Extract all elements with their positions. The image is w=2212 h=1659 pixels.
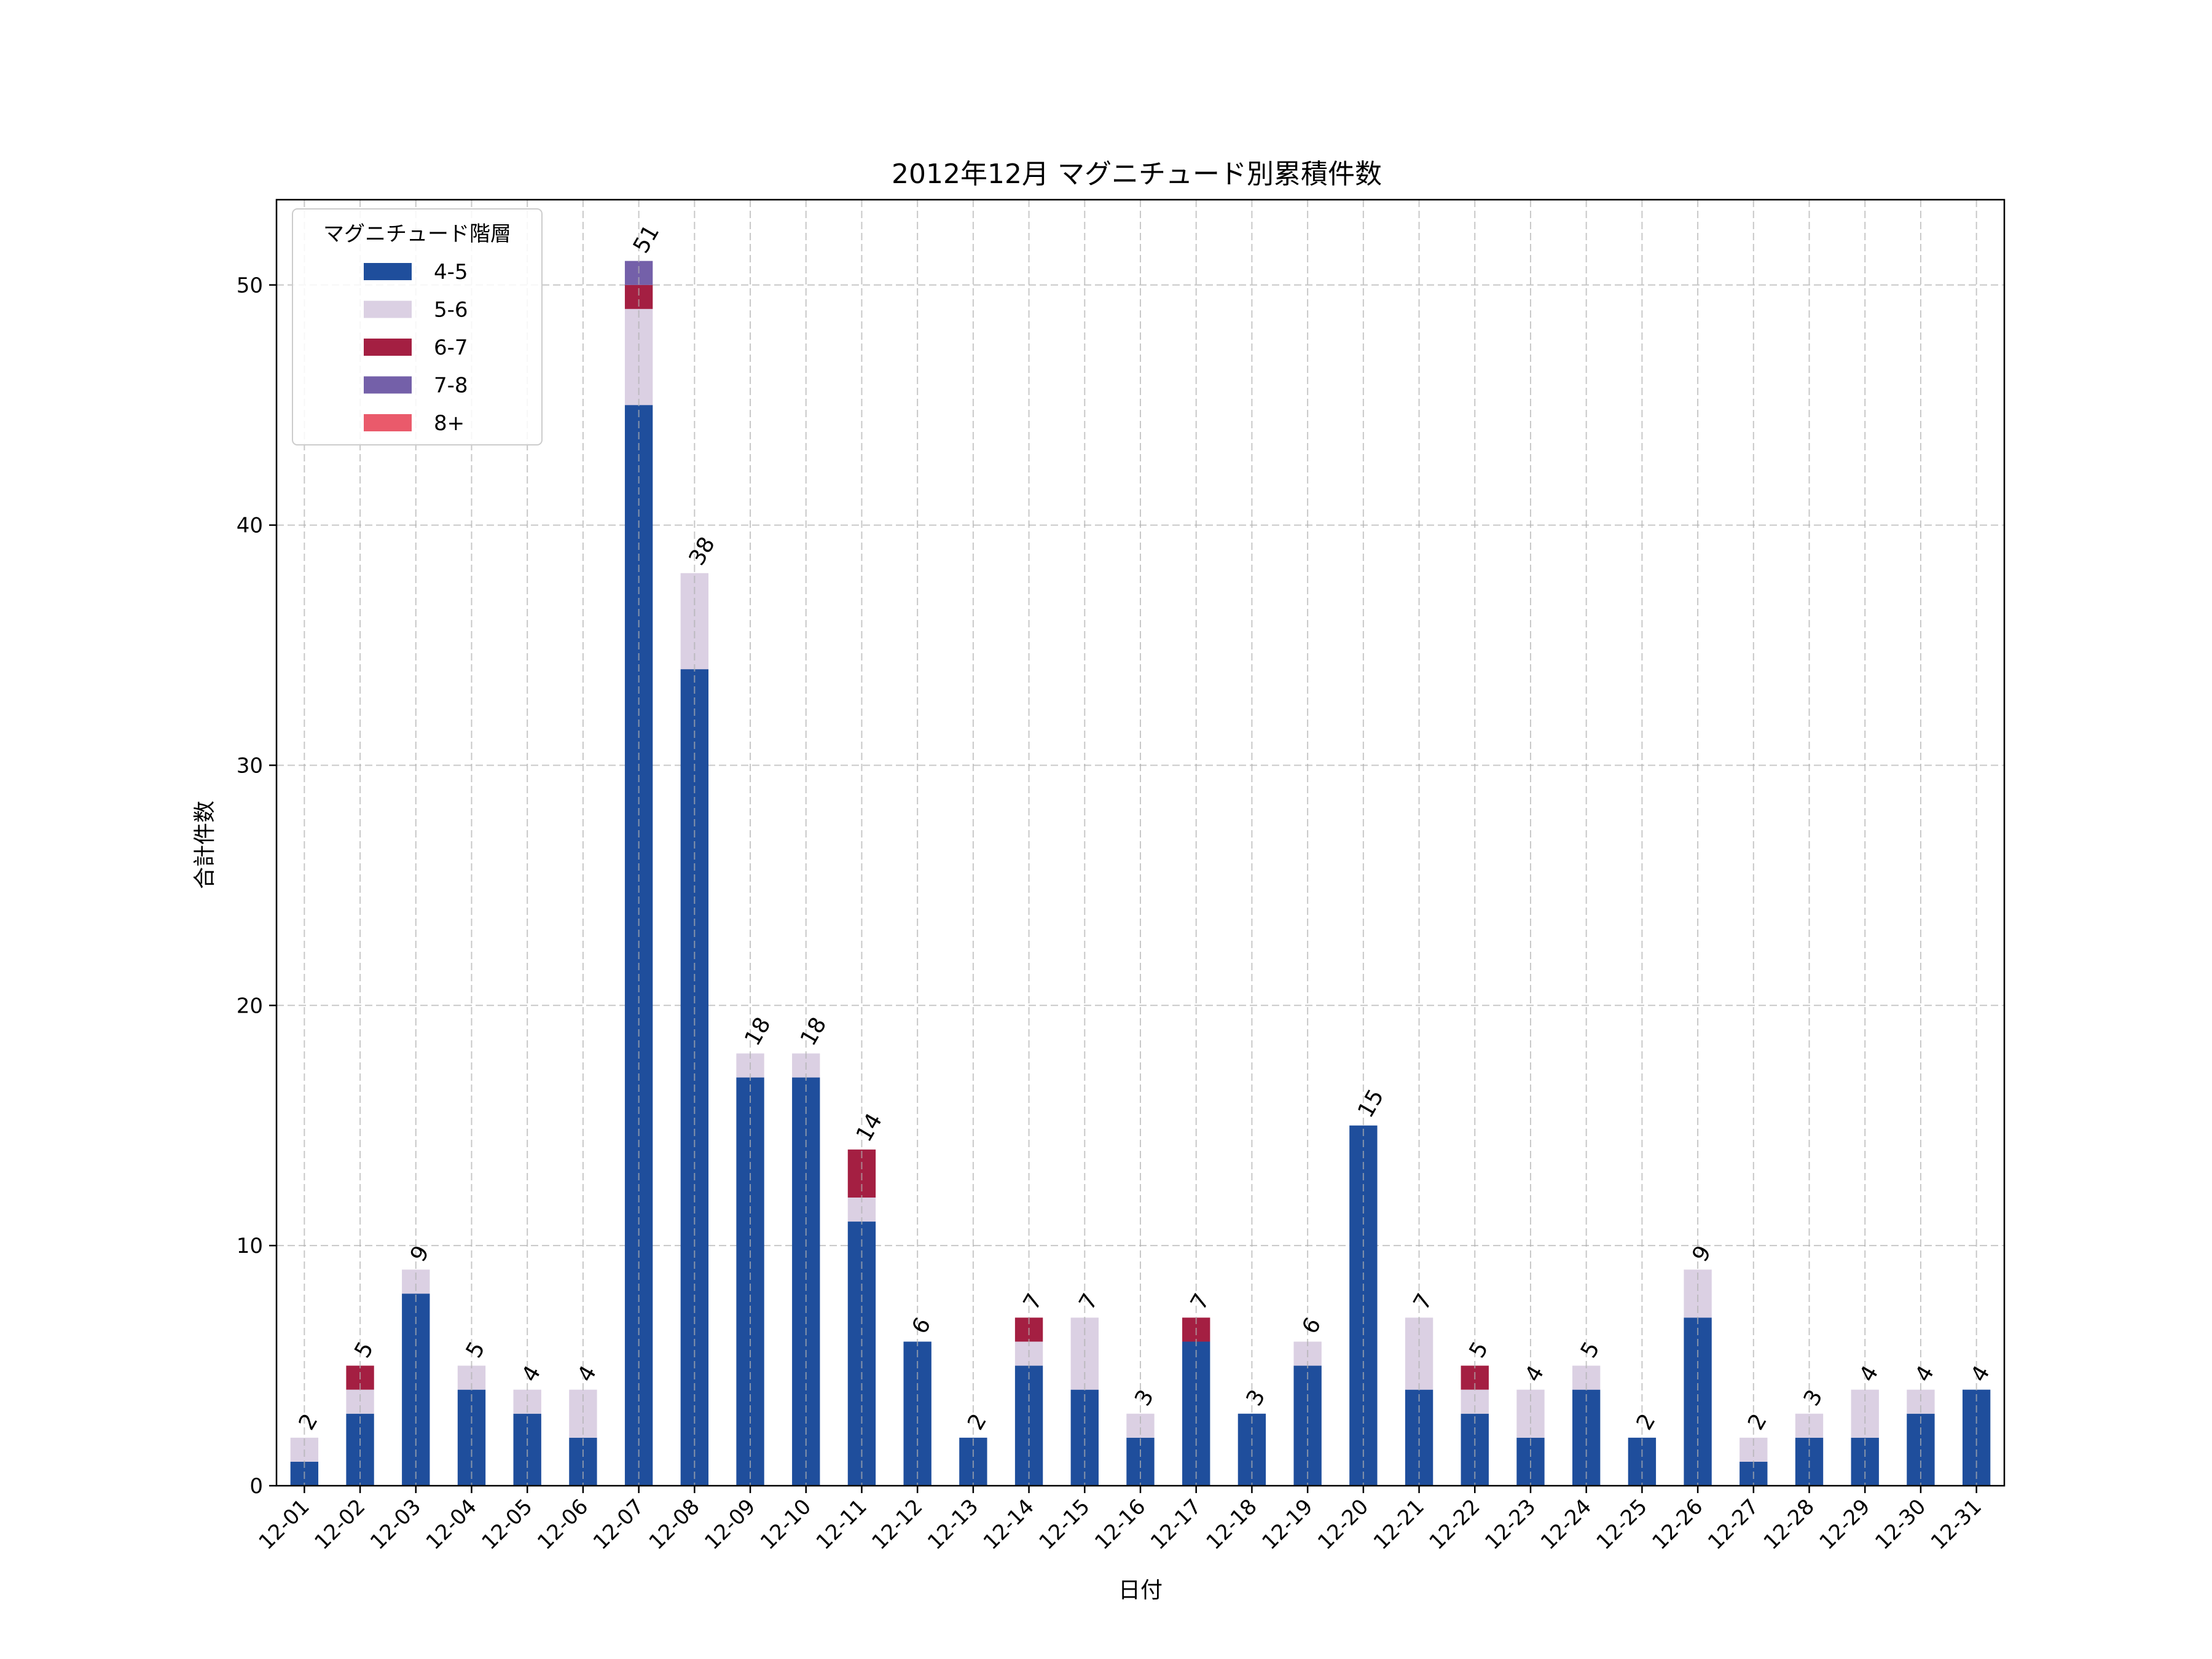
bar-segment-4-5: [1070, 1389, 1099, 1486]
y-tick-label: 20: [237, 994, 263, 1018]
legend-entries: 4-5 5-6 6-7 7-8 8+: [364, 260, 468, 436]
x-axis-title: 日付: [1118, 1578, 1163, 1603]
chart-title: 2012年12月 マグニチュード別累積件数: [892, 159, 1382, 190]
bar-segment-4-5: [1962, 1389, 1991, 1486]
legend-label-4-5: 4-5: [434, 260, 468, 284]
bar-segment-4-5: [1572, 1389, 1601, 1486]
y-axis: 0 10 20 30 40 50: [237, 273, 276, 1499]
legend-box: [292, 208, 543, 445]
legend-label-7-8: 7-8: [434, 374, 468, 398]
legend-swatch-5-6: [364, 300, 412, 318]
y-tick-label: 10: [237, 1234, 263, 1258]
legend-label-8+: 8+: [434, 411, 465, 436]
bar-segment-4-5: [736, 1077, 764, 1486]
legend: マグニチュード階層 4-5 5-6 6-7 7-8 8+: [292, 208, 543, 445]
y-tick-label: 50: [237, 273, 263, 298]
legend-swatch-4-5: [364, 263, 412, 280]
legend-label-6-7: 6-7: [434, 335, 468, 360]
y-tick-label: 0: [249, 1474, 263, 1499]
legend-label-5-6: 5-6: [434, 298, 468, 323]
y-tick-label: 40: [237, 514, 263, 538]
bar-segment-4-5: [1405, 1389, 1433, 1486]
legend-swatch-6-7: [364, 339, 412, 356]
y-axis-title: 合計件数: [192, 801, 218, 889]
bar-segment-4-5: [457, 1389, 486, 1486]
legend-title: マグニチュード階層: [323, 222, 511, 246]
y-tick-label: 30: [237, 753, 263, 778]
bar-segment-4-5: [792, 1077, 820, 1486]
legend-swatch-7-8: [364, 376, 412, 394]
legend-swatch-8+: [364, 414, 412, 431]
